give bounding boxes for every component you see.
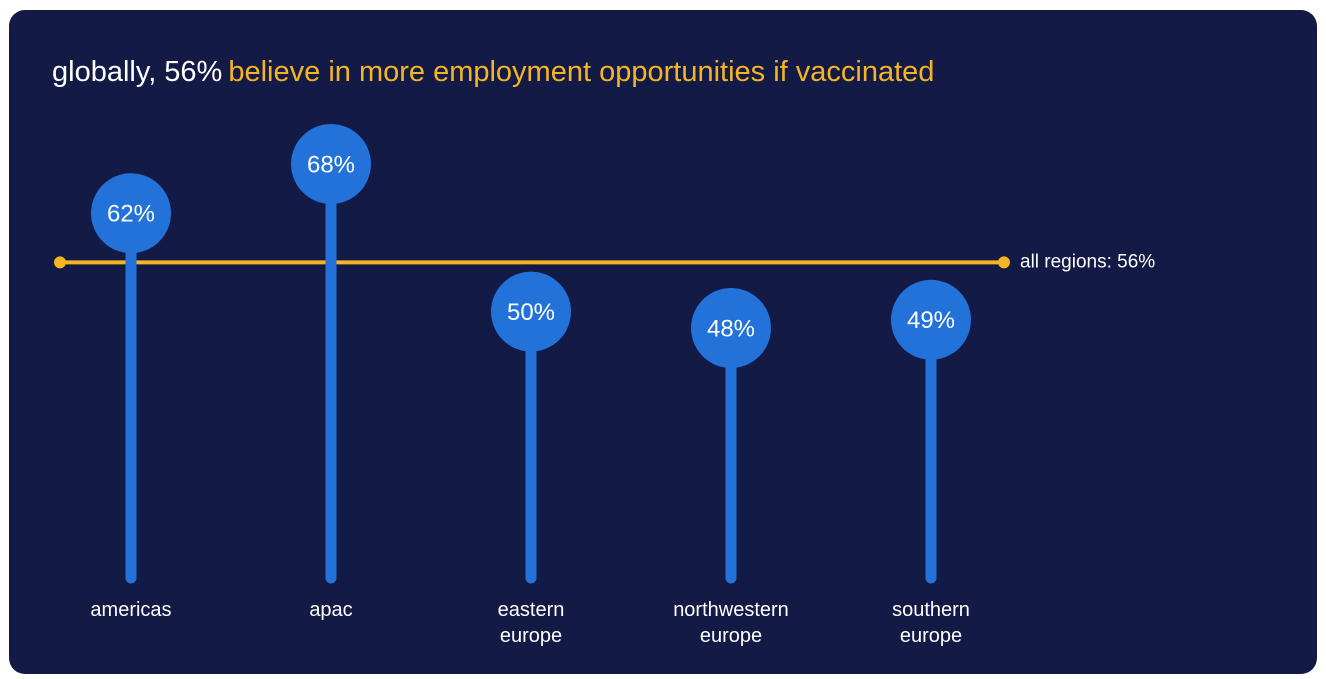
- title-rest: believe in more employment opportunities…: [228, 56, 935, 88]
- chart-card: globally, 56% believe in more employment …: [9, 10, 1317, 674]
- value-label: 68%: [307, 151, 355, 178]
- bubble: [91, 173, 171, 254]
- value-label: 50%: [507, 299, 555, 326]
- bubble: [691, 288, 771, 368]
- bubble: [891, 279, 971, 360]
- reference-label: all regions: 56%: [1020, 251, 1155, 272]
- title-lead: globally, 56%: [52, 56, 223, 88]
- bubble: [491, 271, 571, 352]
- value-label: 62%: [107, 201, 155, 228]
- category-label: northwestern europe: [673, 599, 789, 647]
- plot: all regions: 56% 62% 68% 50% 48% 49%: [54, 124, 1155, 584]
- chart-title: globally, 56% believe in more employment …: [52, 56, 934, 89]
- bubble: [291, 124, 371, 204]
- reference-dot: [54, 256, 66, 269]
- category-label: americas: [90, 599, 172, 621]
- category-label: eastern europe: [497, 599, 565, 647]
- reference-dot: [998, 256, 1010, 269]
- value-label: 49%: [907, 307, 955, 334]
- category-label: apac: [309, 599, 353, 621]
- value-label: 48%: [707, 315, 755, 342]
- category-label: southern europe: [892, 599, 970, 647]
